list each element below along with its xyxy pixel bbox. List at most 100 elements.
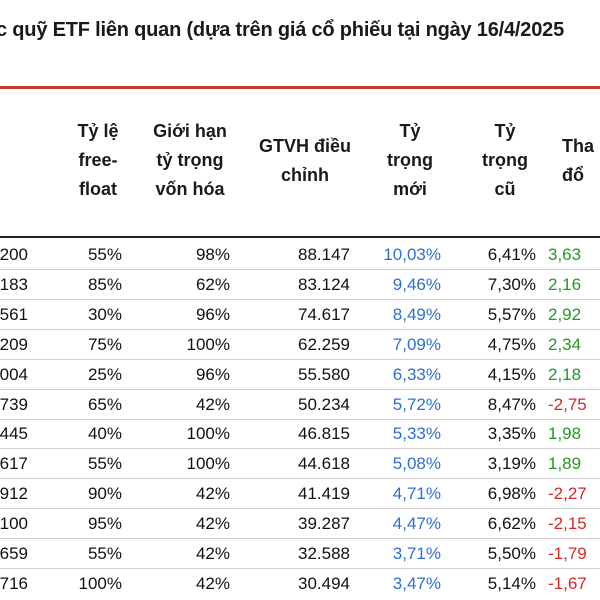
- cell-cap-limit: 42%: [195, 573, 230, 593]
- cell-cap-limit: 100%: [186, 424, 230, 444]
- cell-new-weight: 4,47%: [392, 514, 441, 534]
- cell-adjusted-cap: 62.259: [298, 334, 350, 354]
- cell-old-weight: 8,47%: [487, 394, 536, 414]
- cell-cap-limit: 62%: [195, 274, 230, 294]
- cell-change: -2,15: [548, 514, 587, 534]
- cell-change: 3,63: [548, 245, 582, 264]
- header-adjusted-cap: GTVH điều chỉnh: [250, 132, 360, 190]
- cell-cap-limit: 98%: [195, 245, 230, 264]
- cell-old-weight: 3,35%: [487, 424, 536, 444]
- cell-adjusted-cap: 83.124: [298, 274, 350, 294]
- cell-old-weight: 6,98%: [487, 484, 536, 504]
- cell-change: 2,18: [548, 364, 582, 384]
- cell-cap-limit: 100%: [186, 454, 230, 474]
- cell-cap-limit: 42%: [195, 484, 230, 504]
- cell-new-weight: 10,03%: [383, 245, 441, 264]
- header-free-float: Tỷ lệ free-float: [66, 117, 130, 204]
- cell-old-weight: 5,14%: [487, 573, 536, 593]
- header-change: Tha đổ: [562, 132, 600, 190]
- cell-luu: 7.912: [0, 484, 28, 504]
- cell-adjusted-cap: 30.494: [298, 573, 350, 593]
- header-line: float: [79, 179, 117, 199]
- cell-free-float: 40%: [87, 424, 122, 444]
- cell-old-weight: 5,57%: [487, 304, 536, 324]
- row-divider: [0, 388, 600, 390]
- cell-free-float: 55%: [87, 245, 122, 264]
- header-old-weight: Tỷ trọng cũ: [470, 117, 540, 204]
- cell-change: 1,98: [548, 424, 582, 444]
- cell-old-weight: 4,75%: [487, 334, 536, 354]
- cell-free-float: 95%: [87, 514, 122, 534]
- row-divider: [0, 418, 600, 420]
- cell-old-weight: 3,19%: [487, 454, 536, 474]
- cell-cap-limit: 96%: [195, 364, 230, 384]
- table-title: c quỹ ETF liên quan (dựa trên giá cổ phi…: [0, 19, 564, 41]
- cell-cap-limit: 42%: [195, 544, 230, 563]
- row-divider: [0, 538, 600, 540]
- cell-luu: 5.716: [0, 573, 28, 593]
- cell-adjusted-cap: 74.617: [298, 304, 350, 324]
- cell-free-float: 25%: [87, 364, 122, 384]
- header-line: Tha: [562, 136, 595, 156]
- cell-luu: 1.739: [0, 394, 28, 414]
- cell-adjusted-cap: 88.147: [298, 245, 350, 264]
- cell-change: -2,27: [548, 484, 587, 504]
- cell-new-weight: 9,46%: [392, 274, 441, 294]
- row-divider: [0, 568, 600, 569]
- cell-free-float: 65%: [87, 394, 122, 414]
- cell-new-weight: 5,72%: [392, 394, 441, 414]
- header-line: Tỷ lệ: [77, 121, 119, 141]
- row-divider: [0, 298, 600, 300]
- cell-adjusted-cap: 41.419: [298, 484, 350, 504]
- cell-luu: 0.200: [0, 245, 28, 264]
- row-divider: [0, 478, 600, 480]
- cell-adjusted-cap: 32.588: [298, 544, 350, 563]
- header-cap-limit: Giới hạn tỷ trọng vốn hóa: [140, 117, 240, 204]
- cell-new-weight: 8,49%: [392, 304, 441, 324]
- cell-cap-limit: 100%: [186, 334, 230, 354]
- cell-old-weight: 7,30%: [487, 274, 536, 294]
- cell-free-float: 75%: [87, 334, 122, 354]
- header-line: chỉnh: [281, 165, 329, 185]
- header-line: cũ: [494, 179, 516, 199]
- cell-adjusted-cap: 50.234: [298, 394, 350, 414]
- cell-luu: 4.209: [0, 334, 28, 354]
- cell-change: -2,75: [548, 394, 587, 414]
- cell-free-float: 55%: [87, 544, 122, 563]
- header-divider: [0, 236, 600, 238]
- header-line: vốn hóa: [155, 179, 225, 199]
- header-luu: lưu: [0, 132, 30, 161]
- row-divider: [0, 328, 600, 330]
- cell-luu: 2.004: [0, 364, 28, 384]
- header-line: mới: [393, 179, 427, 199]
- row-divider: [0, 508, 600, 510]
- row-divider: [0, 358, 600, 360]
- cell-luu: 9.183: [0, 274, 28, 294]
- cell-luu: 1.617: [0, 454, 28, 474]
- cell-change: -1,67: [548, 573, 587, 593]
- header-new-weight: Tỷ trọng mới: [370, 117, 450, 204]
- cell-adjusted-cap: 44.618: [298, 454, 350, 474]
- header-line: Tỷ: [399, 121, 421, 141]
- cell-change: -1,79: [548, 544, 587, 563]
- cell-old-weight: 6,62%: [487, 514, 536, 534]
- header-line: trọng: [387, 150, 433, 170]
- cell-luu: 2.659: [0, 544, 28, 563]
- cell-cap-limit: 42%: [195, 394, 230, 414]
- cell-change: 1,89: [548, 454, 582, 474]
- cell-new-weight: 6,33%: [392, 364, 441, 384]
- cell-luu: 2.100: [0, 514, 28, 534]
- cell-adjusted-cap: 39.287: [298, 514, 350, 534]
- cell-luu: 5.445: [0, 424, 28, 444]
- cell-change: 2,34: [548, 334, 582, 354]
- cell-free-float: 55%: [87, 454, 122, 474]
- header-line: Giới hạn: [153, 121, 227, 141]
- cell-free-float: 85%: [87, 274, 122, 294]
- row-divider: [0, 269, 600, 270]
- cell-adjusted-cap: 55.580: [298, 364, 350, 384]
- cell-new-weight: 5,33%: [392, 424, 441, 444]
- cell-new-weight: 4,71%: [392, 484, 441, 504]
- header-line: đổ: [562, 165, 584, 185]
- cell-change: 2,92: [548, 304, 582, 324]
- header-line: GTVH điều: [258, 136, 351, 156]
